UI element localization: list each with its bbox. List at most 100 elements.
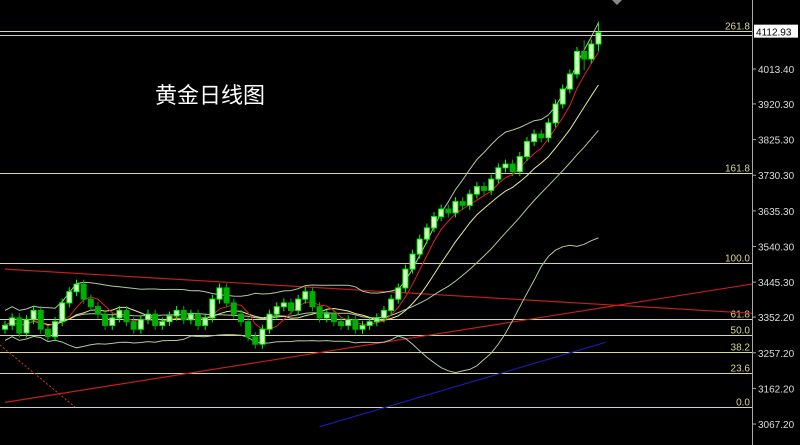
candle-body <box>109 317 116 326</box>
candle-body <box>245 321 252 338</box>
candle-body <box>173 309 180 317</box>
bollinger-upper <box>4 22 599 311</box>
candle-body <box>2 324 8 330</box>
candle-body <box>581 51 588 60</box>
candle-body <box>216 287 223 300</box>
candle-body <box>330 313 337 323</box>
candle-body <box>80 283 87 300</box>
candle-body <box>266 313 273 330</box>
candle-body <box>66 291 73 304</box>
price-tick-label: 3445.30 <box>758 278 795 289</box>
candle-body <box>395 287 402 300</box>
fib-level-label: 0.0 <box>736 398 750 409</box>
candle-body <box>295 298 302 311</box>
candle-body <box>402 268 409 289</box>
candle-body <box>137 319 144 330</box>
candle-body <box>9 317 16 326</box>
current-price-box <box>754 24 798 38</box>
price-tick-label: 3067.20 <box>758 420 795 431</box>
candle-body <box>94 306 101 315</box>
trendline <box>319 341 606 428</box>
candle-body <box>237 313 244 323</box>
candle-body <box>130 321 137 330</box>
candle-body <box>352 319 359 330</box>
candle-body <box>309 291 316 308</box>
candle-body <box>288 302 294 311</box>
candle-body <box>431 216 437 229</box>
candle-body <box>259 328 266 345</box>
trendline <box>4 268 799 317</box>
candle-body <box>574 51 580 75</box>
dotted-trendline <box>0 344 76 408</box>
candle-body <box>559 88 566 105</box>
candle-body <box>59 302 66 323</box>
trendline <box>4 276 799 403</box>
candle-body <box>416 238 423 255</box>
candle-body <box>423 227 430 240</box>
candle-body <box>466 193 473 206</box>
candle-body <box>37 309 44 330</box>
candle-body <box>44 328 51 338</box>
candle-body <box>373 317 380 323</box>
candle-body <box>187 313 194 321</box>
candle-body <box>316 306 323 319</box>
candle-body <box>116 309 123 319</box>
bollinger-middle <box>4 129 599 326</box>
price-tick-label: 4013.40 <box>758 65 795 76</box>
candle-body <box>552 103 559 124</box>
price-tick-label: 3825.30 <box>758 136 795 147</box>
ma-long-line <box>4 84 599 326</box>
candle-body <box>73 283 80 293</box>
fib-level-label: 261.8 <box>725 22 750 33</box>
candle-body <box>223 287 230 304</box>
candle-body <box>152 313 159 326</box>
candle-body <box>52 321 59 338</box>
candle-body <box>16 317 23 334</box>
current-price-label: 4112.93 <box>756 28 792 39</box>
fib-level-label: 61.8 <box>731 310 751 321</box>
candle-body <box>87 298 94 308</box>
candle-body <box>495 167 502 180</box>
candle-body <box>366 321 373 326</box>
fib-level-label: 100.0 <box>725 254 750 265</box>
candle-body <box>523 141 530 158</box>
candle-body <box>302 291 309 300</box>
candle-body <box>23 319 30 334</box>
candle-body <box>409 253 416 270</box>
candle-body <box>545 122 552 139</box>
candle-body <box>481 186 488 191</box>
price-tick-label: 3635.30 <box>758 207 795 218</box>
price-tick-label: 3540.30 <box>758 243 795 254</box>
candle-body <box>388 298 395 311</box>
candle-body <box>502 163 509 169</box>
price-tick-label: 3920.30 <box>758 100 795 111</box>
candle-body <box>588 43 595 60</box>
candle-body <box>166 315 173 323</box>
candle-body <box>252 336 259 345</box>
candle-body <box>280 302 287 308</box>
candle-body <box>473 186 480 195</box>
candle-body <box>509 163 516 173</box>
candle-body <box>531 133 538 143</box>
fib-level-label: 23.6 <box>731 364 751 375</box>
candle-body <box>123 309 130 323</box>
candle-body <box>180 309 187 321</box>
fib-level-label: 50.0 <box>731 326 751 337</box>
chart-title: 黄金日线图 <box>155 84 266 109</box>
candle-body <box>273 306 280 315</box>
candle-body <box>338 321 345 326</box>
candle-body <box>380 309 387 319</box>
candle-body <box>452 201 459 214</box>
candle-body <box>202 317 209 326</box>
candle-body <box>359 324 366 330</box>
candle-body <box>516 156 523 173</box>
candle-body <box>102 313 109 326</box>
price-axis <box>752 0 800 445</box>
candle-body <box>159 321 166 326</box>
candle-body <box>438 208 445 218</box>
candle-body <box>345 319 352 326</box>
candle-body <box>195 313 202 326</box>
fib-level-label: 161.8 <box>725 164 750 175</box>
